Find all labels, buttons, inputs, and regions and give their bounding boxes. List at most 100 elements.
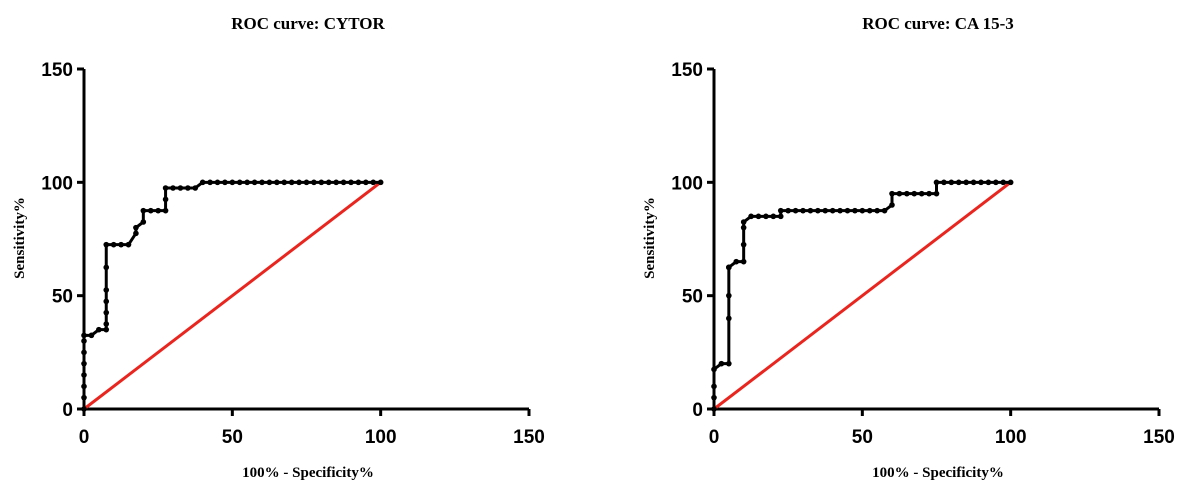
- roc-point: [162, 185, 169, 191]
- roc-point: [259, 179, 265, 186]
- series: [711, 179, 1014, 412]
- y-axis-label: Sensitivity%: [12, 197, 28, 279]
- roc-point: [81, 360, 87, 367]
- roc-point: [311, 179, 317, 186]
- roc-point: [296, 179, 302, 186]
- roc-point: [140, 207, 147, 214]
- roc-point: [103, 326, 110, 333]
- x-tick-label: 0: [79, 427, 90, 448]
- roc-point: [711, 383, 717, 390]
- roc-point: [926, 190, 932, 197]
- y-tick-label: 100: [671, 173, 703, 194]
- roc-point: [866, 207, 873, 214]
- roc-point: [993, 179, 999, 186]
- roc-point: [933, 179, 940, 186]
- roc-point: [133, 230, 139, 237]
- roc-point: [81, 349, 87, 356]
- roc-point: [318, 179, 325, 186]
- roc-point: [214, 179, 221, 186]
- roc-point: [288, 179, 295, 186]
- roc-point: [207, 179, 213, 186]
- roc-curve-line: [82, 180, 381, 409]
- roc-point: [815, 207, 821, 214]
- roc-point: [881, 207, 888, 214]
- roc-point: [955, 179, 962, 186]
- roc-point: [933, 190, 940, 197]
- roc-point: [199, 179, 206, 186]
- roc-point: [718, 360, 725, 367]
- roc-point: [726, 292, 732, 299]
- y-tick-label: 0: [62, 400, 73, 421]
- roc-point: [889, 190, 895, 197]
- roc-point: [874, 207, 880, 214]
- roc-point: [985, 179, 992, 186]
- roc-point: [162, 207, 169, 214]
- roc-point: [740, 258, 747, 265]
- roc-point: [348, 179, 354, 186]
- roc-point: [970, 179, 977, 186]
- x-axis-label: 100% - Specificity%: [242, 465, 374, 481]
- roc-point: [755, 213, 762, 220]
- roc-point: [155, 207, 161, 214]
- roc-point: [133, 224, 139, 231]
- roc-point: [103, 241, 110, 248]
- roc-point: [904, 190, 910, 197]
- roc-point: [103, 298, 110, 305]
- roc-point: [711, 394, 717, 401]
- roc-point: [363, 179, 369, 186]
- roc-point: [807, 207, 814, 214]
- roc-panel-cytor: ROC curve: CYTOR Sensitivity% 100% - Spe…: [12, 14, 545, 481]
- roc-point: [125, 241, 132, 248]
- y-tick-label: 150: [41, 60, 73, 81]
- roc-point: [733, 258, 740, 265]
- ticks: 0 50 100 150 0 50 100 150: [41, 60, 545, 448]
- roc-point: [333, 179, 339, 186]
- roc-point: [777, 207, 784, 214]
- roc-point: [81, 383, 87, 390]
- roc-point: [103, 321, 110, 327]
- roc-point: [140, 219, 147, 225]
- roc-point: [244, 179, 250, 186]
- roc-point: [325, 179, 332, 186]
- roc-point: [370, 179, 377, 186]
- roc-point: [911, 190, 918, 197]
- x-axis-label: 100% - Specificity%: [872, 465, 1004, 481]
- roc-point: [81, 372, 87, 378]
- roc-point: [963, 179, 969, 186]
- x-tick-label: 50: [852, 427, 873, 448]
- roc-point: [236, 179, 243, 186]
- roc-point: [859, 207, 866, 214]
- roc-point: [978, 179, 984, 186]
- reference-line: [713, 181, 1012, 411]
- ticks: 0 50 100 150 0 50 100 150: [671, 60, 1175, 448]
- roc-point: [340, 179, 347, 186]
- roc-point: [281, 179, 288, 186]
- roc-point: [792, 207, 799, 214]
- roc-point: [889, 202, 895, 208]
- roc-point: [844, 207, 851, 214]
- roc-point: [740, 224, 747, 231]
- series: [81, 179, 384, 412]
- roc-point: [177, 185, 184, 191]
- reference-line: [83, 181, 382, 411]
- roc-point: [726, 264, 732, 271]
- roc-point: [918, 190, 925, 197]
- roc-point: [229, 179, 236, 186]
- roc-point: [147, 207, 154, 214]
- chart-title: ROC curve: CYTOR: [231, 14, 385, 33]
- roc-point: [88, 332, 95, 339]
- x-tick-label: 0: [709, 427, 720, 448]
- roc-point: [785, 207, 791, 214]
- roc-point: [81, 332, 87, 339]
- x-tick-label: 100: [365, 427, 397, 448]
- roc-panel-ca15-3: ROC curve: CA 15-3 Sensitivity% 100% - S…: [642, 14, 1175, 481]
- roc-point: [948, 179, 955, 186]
- x-tick-label: 50: [222, 427, 243, 448]
- roc-point: [162, 196, 169, 203]
- x-tick-label: 150: [513, 427, 545, 448]
- roc-point: [266, 179, 273, 186]
- roc-point: [192, 185, 199, 191]
- roc-point: [896, 190, 903, 197]
- roc-point: [770, 213, 777, 220]
